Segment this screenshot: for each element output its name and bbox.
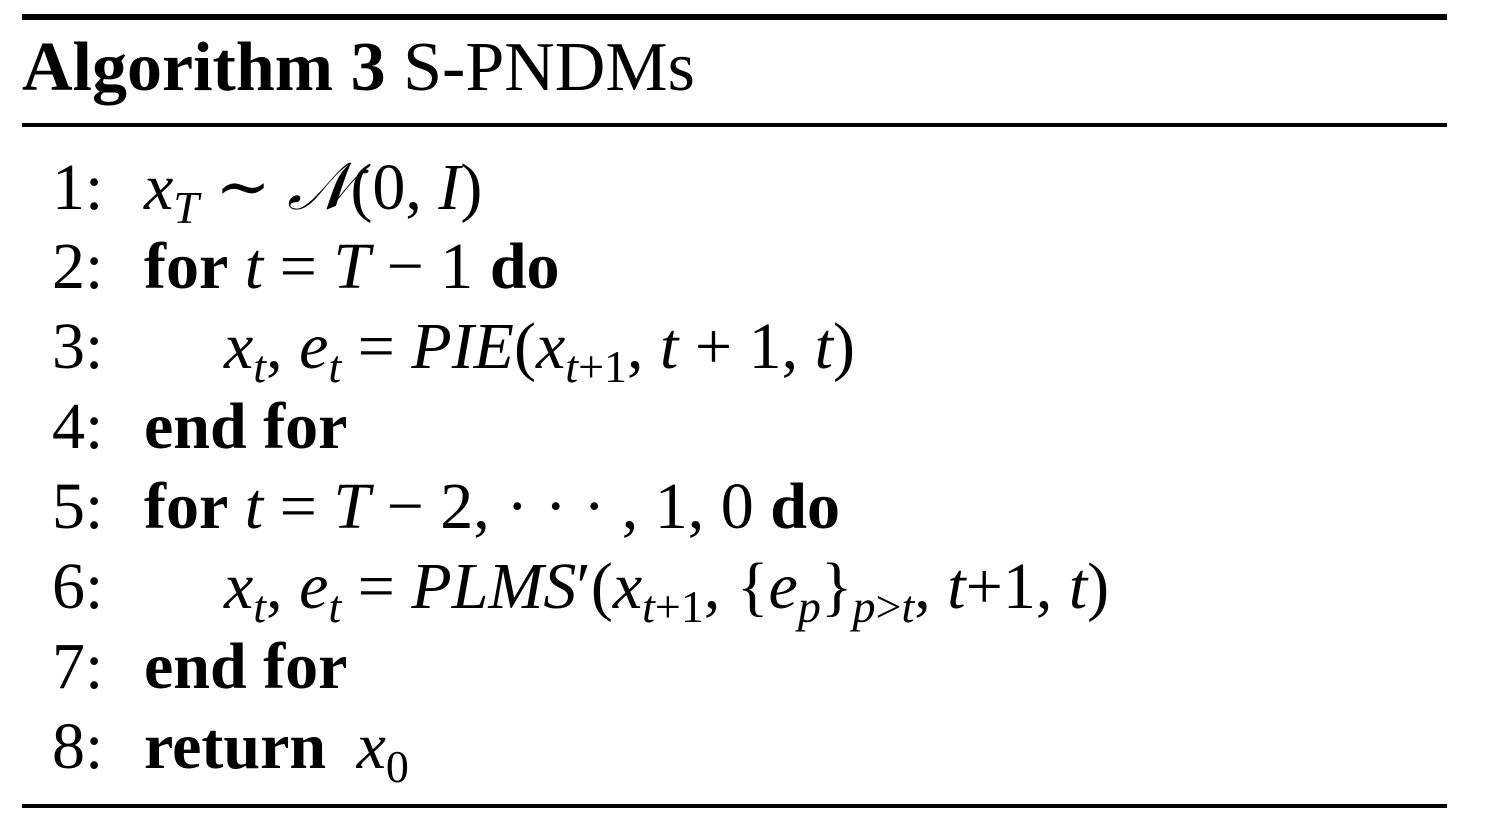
keyword-for: for <box>144 470 229 543</box>
algorithm-title: Algorithm 3 S-PNDMs <box>22 26 695 110</box>
line-number: 2: <box>52 230 104 303</box>
top-rule <box>22 14 1447 20</box>
line-statement: xt, et = PIE(xt+1, t + 1, t) <box>224 310 855 392</box>
line-number: 7: <box>52 630 104 703</box>
algorithm-line-3: 3: xt, et = PIE(xt+1, t + 1, t) <box>52 308 855 392</box>
algorithm-line-1: 1: xT ∼ 𝒩(0, I) <box>52 148 482 233</box>
keyword-for: for <box>144 230 229 303</box>
bottom-rule <box>22 804 1447 808</box>
algorithm-line-4: 4: end for <box>52 388 347 466</box>
line-statement: for t = T − 2, · · · , 1, 0 do <box>144 470 840 543</box>
algorithm-line-7: 7: end for <box>52 628 347 706</box>
algorithm-label: Algorithm 3 <box>22 29 386 106</box>
keyword-do: do <box>770 470 840 543</box>
line-statement: return x0 <box>144 710 409 792</box>
algorithm-line-5: 5: for t = T − 2, · · · , 1, 0 do <box>52 468 840 546</box>
line-number: 8: <box>52 710 104 783</box>
algorithm-line-6: 6: xt, et = PLMS′(xt+1, {ep}p>t, t+1, t) <box>52 548 1109 632</box>
line-number: 3: <box>52 310 104 383</box>
algorithm-line-2: 2: for t = T − 1 do <box>52 228 560 306</box>
keyword-end-for: end for <box>144 630 348 703</box>
algorithm-name: S-PNDMs <box>403 29 695 106</box>
line-statement: xt, et = PLMS′(xt+1, {ep}p>t, t+1, t) <box>224 550 1110 632</box>
keyword-end-for: end for <box>144 390 348 463</box>
line-statement: for t = T − 1 do <box>144 230 560 303</box>
keyword-do: do <box>489 230 560 303</box>
line-number: 6: <box>52 550 104 623</box>
header-rule <box>22 123 1447 127</box>
line-number: 4: <box>52 390 104 463</box>
algorithm-line-8: 8: return x0 <box>52 708 409 792</box>
keyword-return: return <box>144 710 327 783</box>
line-statement: xT ∼ 𝒩(0, I) <box>144 148 483 233</box>
line-number: 1: <box>52 151 104 224</box>
line-number: 5: <box>52 470 104 543</box>
